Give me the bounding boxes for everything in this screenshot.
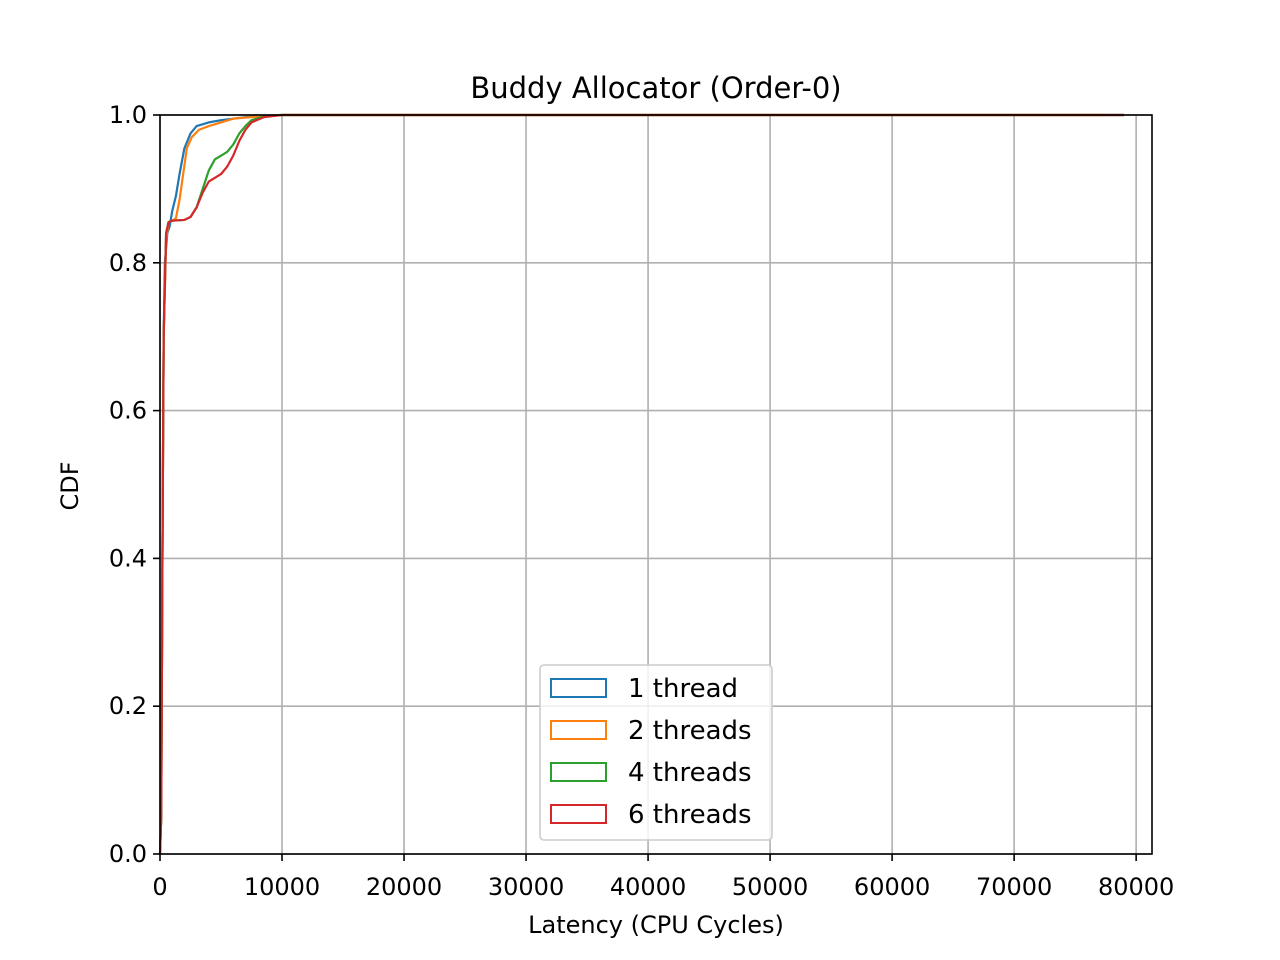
x-tick-label: 50000	[732, 873, 808, 901]
legend-swatch-6-threads	[550, 804, 607, 824]
legend-label-2-threads: 2 threads	[628, 716, 752, 746]
x-axis-ticks: 0 10000 20000 30000 40000 50000 60000 70000 8000…	[152, 854, 1174, 901]
grid	[159, 114, 1152, 855]
x-tick-label: 10000	[244, 873, 320, 901]
legend-swatch-4-threads	[550, 762, 607, 782]
y-axis-label: CDF	[56, 461, 84, 510]
plot-frame	[159, 114, 1153, 855]
x-tick-label: 30000	[488, 873, 564, 901]
legend-label-4-threads: 4 threads	[628, 758, 752, 788]
series-lines	[158, 113, 1124, 855]
legend-box	[539, 664, 773, 841]
chart-title: Buddy Allocator (Order-0)	[470, 71, 841, 105]
legend-label-1-thread: 1 thread	[628, 674, 738, 704]
y-tick-label: 0.2	[109, 692, 147, 720]
legend-swatch-2-threads	[550, 720, 607, 740]
y-axis-ticks: 0.0 0.2 0.4 0.6 0.8 1.0	[109, 101, 160, 868]
x-axis-label: Latency (CPU Cycles)	[528, 911, 784, 939]
x-tick-label: 60000	[854, 873, 930, 901]
series-line-6-threads	[158, 113, 1124, 855]
x-tick-label: 0	[152, 873, 167, 901]
y-tick-label: 0.4	[109, 544, 147, 572]
y-tick-label: 0.0	[109, 840, 147, 868]
legend-swatch-1-thread	[550, 678, 607, 698]
y-tick-label: 1.0	[109, 101, 147, 129]
legend: 1 thread 2 threads 4 threads 6 threads	[539, 664, 773, 841]
x-tick-label: 80000	[1098, 873, 1174, 901]
x-tick-label: 20000	[366, 873, 442, 901]
y-tick-label: 0.8	[109, 249, 147, 277]
legend-label-6-threads: 6 threads	[628, 800, 752, 830]
x-tick-label: 70000	[976, 873, 1052, 901]
y-tick-label: 0.6	[109, 397, 147, 425]
x-tick-label: 40000	[610, 873, 686, 901]
